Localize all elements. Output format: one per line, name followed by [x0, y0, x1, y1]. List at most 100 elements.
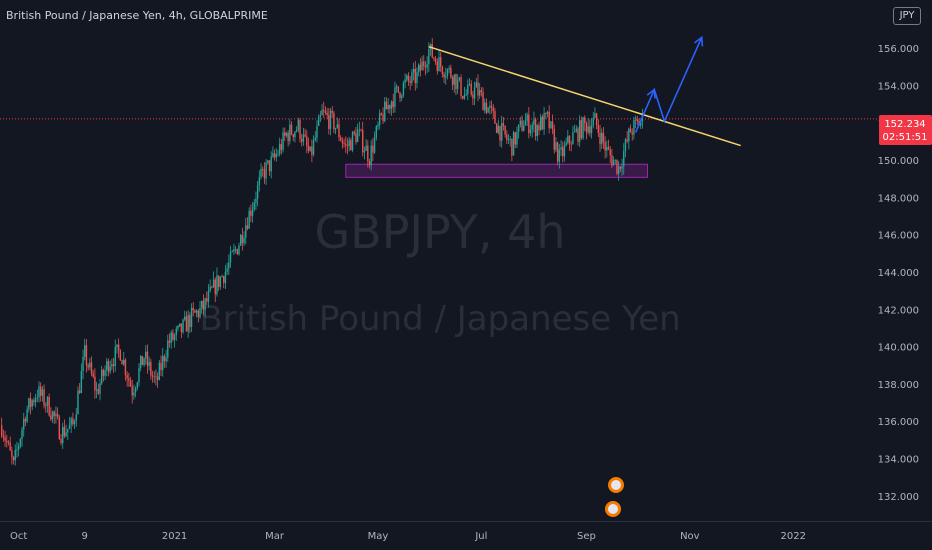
candle-body: [229, 251, 232, 263]
candle-body: [38, 386, 40, 398]
candle-body: [343, 143, 345, 145]
candle-body: [307, 145, 310, 151]
candle-body: [577, 128, 579, 142]
candle-body: [50, 415, 52, 420]
candle-body: [334, 128, 337, 130]
candle-body: [621, 166, 623, 169]
candle-body: [102, 369, 105, 376]
candle-body: [321, 109, 323, 116]
candle-body: [192, 307, 194, 311]
candle-body: [541, 116, 544, 130]
candle-body: [538, 125, 540, 131]
candle-body: [9, 442, 11, 451]
candle-body: [372, 145, 374, 153]
candle-body: [89, 362, 91, 368]
candle-body: [258, 177, 261, 186]
candle-body: [223, 276, 225, 283]
candle-body: [267, 160, 269, 163]
candle-body: [363, 150, 366, 153]
candle-body: [428, 49, 430, 65]
candle-body: [360, 129, 362, 131]
candle-body: [87, 365, 89, 368]
candle-body: [175, 328, 177, 336]
candle-body: [507, 139, 510, 141]
drawings-layer: [428, 35, 741, 147]
support-zone-layer: [345, 163, 648, 178]
candle-body: [284, 132, 286, 136]
candle-body: [629, 128, 632, 133]
candle-body: [573, 131, 576, 133]
candle-body: [497, 125, 500, 133]
currency-badge[interactable]: JPY: [893, 7, 921, 25]
candle-body: [484, 102, 486, 111]
candle-body: [445, 75, 447, 78]
candle-body: [265, 162, 267, 179]
price-axis[interactable]: 132.000 134.000 136.000 138.000 140.000 142.0…: [878, 44, 919, 503]
candle-body: [475, 82, 477, 88]
candle-body: [378, 113, 381, 125]
candle-body: [523, 125, 525, 131]
candle-body: [592, 117, 594, 126]
candle-body: [7, 442, 10, 443]
candle-body: [448, 67, 450, 70]
candle-body: [416, 72, 418, 83]
x-tick-label: May: [368, 531, 389, 542]
candle-body: [243, 237, 245, 244]
candle-body: [155, 376, 157, 378]
candle-body: [589, 126, 591, 134]
candle-body: [36, 397, 38, 399]
candle-body: [206, 298, 208, 302]
candle-body: [384, 101, 386, 122]
candle-body: [309, 146, 311, 151]
candle-body: [580, 120, 583, 139]
candle-body: [367, 145, 369, 162]
candle-body: [34, 398, 37, 403]
candle-body: [53, 411, 55, 417]
candle-body: [328, 115, 330, 130]
candle-body: [275, 154, 277, 158]
candle-body: [302, 134, 305, 142]
candle-body: [417, 64, 420, 73]
candle-body: [567, 136, 569, 143]
candle-body: [487, 107, 489, 113]
candle-body: [141, 355, 144, 366]
projection-arrowhead-1: [646, 88, 656, 99]
y-tick-label: 134.000: [878, 455, 919, 466]
candle-body: [612, 160, 615, 166]
candle-body: [478, 90, 481, 96]
candle-body: [421, 61, 423, 71]
candle-body: [100, 369, 103, 384]
candle-body: [433, 57, 435, 59]
candle-body: [21, 429, 23, 440]
candle-body: [602, 132, 605, 142]
candle-body: [80, 370, 83, 393]
candle-body: [439, 57, 442, 67]
candle-body: [128, 378, 130, 381]
descending-trendline: [428, 46, 741, 147]
candle-body: [489, 105, 491, 108]
candle-body: [65, 432, 67, 437]
candle-body: [95, 389, 98, 391]
candle-body: [163, 356, 166, 362]
candle-body: [14, 450, 16, 461]
candle-body: [553, 128, 555, 150]
time-axis[interactable]: Oct 9 2021 Mar May Jul Sep Nov 2022: [10, 531, 806, 542]
candle-body: [75, 414, 77, 422]
candle-body: [451, 77, 454, 85]
candle-body: [248, 210, 250, 229]
candle-body: [292, 134, 294, 138]
candle-body: [624, 139, 627, 152]
chart-title: British Pound / Japanese Yen, 4h, GLOBAL…: [6, 9, 268, 22]
candle-body: [604, 141, 606, 151]
candle-body: [509, 138, 511, 140]
candle-body: [150, 362, 152, 376]
candle-body: [482, 92, 484, 111]
candle-body: [424, 65, 427, 68]
candle-body: [490, 105, 493, 108]
candle-body: [153, 376, 155, 378]
candle-body: [634, 119, 637, 121]
candle-body: [524, 120, 527, 126]
candle-body: [148, 362, 150, 366]
candle-body: [326, 112, 328, 116]
